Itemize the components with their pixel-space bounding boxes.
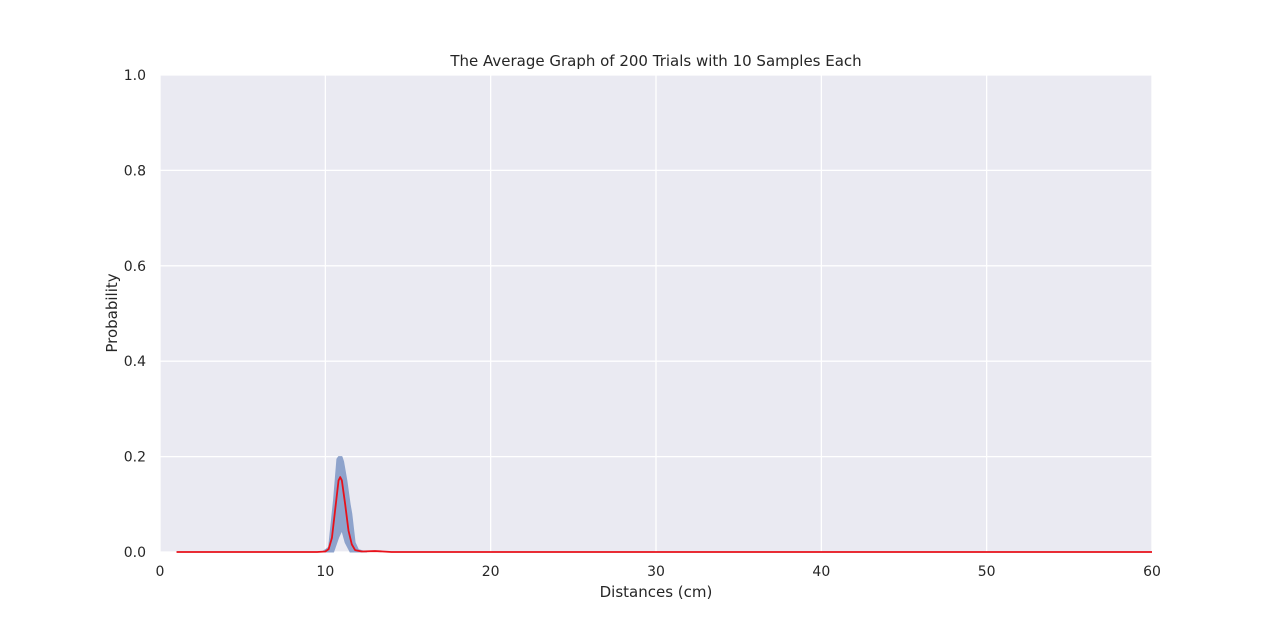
tick-labels: 0 10 20 30 40 50 60 0.0 0.2 0.4 0.6 0.8 1.0: [124, 68, 1161, 580]
y-tick-label: 0.6: [124, 259, 146, 275]
y-tick-label: 0.8: [124, 163, 146, 179]
y-axis-label: Probability: [103, 273, 121, 352]
x-tick-label: 10: [316, 564, 334, 580]
mean-line: [176, 476, 1152, 553]
x-tick-label: 60: [1143, 564, 1161, 580]
x-tick-label: 30: [647, 564, 665, 580]
y-tick-label: 0.4: [124, 354, 146, 370]
x-tick-label: 0: [156, 564, 165, 580]
x-tick-label: 20: [482, 564, 500, 580]
x-axis-label: Distances (cm): [600, 583, 713, 601]
x-tick-label: 50: [978, 564, 996, 580]
chart-title: The Average Graph of 200 Trials with 10 …: [449, 52, 861, 70]
x-tick-label: 40: [812, 564, 830, 580]
y-tick-label: 0.2: [124, 450, 146, 466]
y-tick-label: 1.0: [124, 68, 146, 84]
series-layer: [176, 456, 1152, 553]
y-tick-label: 0.0: [124, 545, 146, 561]
